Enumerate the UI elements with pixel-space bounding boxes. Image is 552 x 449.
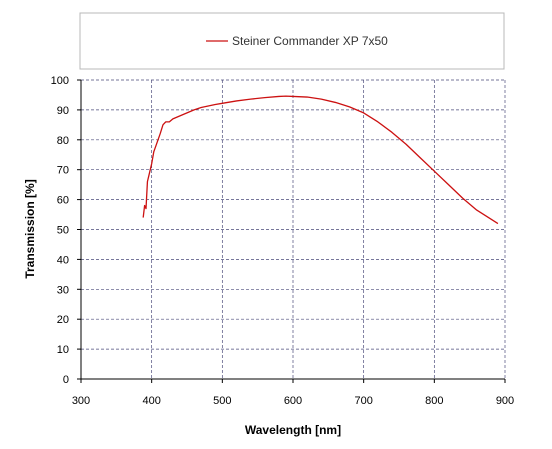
y-tick-label: 10 bbox=[57, 344, 69, 356]
y-tick-label: 20 bbox=[57, 314, 69, 326]
x-tick-label: 700 bbox=[354, 395, 372, 407]
y-tick-label: 60 bbox=[57, 195, 69, 207]
tick-labels: 0 10 20 30 40 50 60 70 80 90 100 300 400 500 600 700 800… bbox=[51, 75, 515, 407]
y-tick-label: 90 bbox=[57, 105, 69, 117]
legend-label: Steiner Commander XP 7x50 bbox=[232, 34, 388, 48]
x-tick-label: 900 bbox=[496, 395, 514, 407]
x-tick-label: 800 bbox=[425, 395, 443, 407]
x-tick-label: 500 bbox=[213, 395, 231, 407]
y-tick-label: 30 bbox=[57, 284, 69, 296]
x-axis-title: Wavelength [nm] bbox=[245, 423, 341, 437]
y-tick-label: 50 bbox=[57, 225, 69, 237]
y-tick-label: 0 bbox=[63, 374, 69, 386]
y-tick-label: 100 bbox=[51, 75, 69, 87]
series-line bbox=[142, 95, 499, 225]
axes bbox=[77, 79, 506, 383]
x-tick-label: 600 bbox=[284, 395, 302, 407]
x-tick-label: 300 bbox=[72, 395, 90, 407]
y-tick-label: 80 bbox=[57, 135, 69, 147]
series-layer bbox=[142, 95, 499, 225]
grid bbox=[81, 79, 506, 379]
y-tick-label: 70 bbox=[57, 165, 69, 177]
y-tick-label: 40 bbox=[57, 254, 69, 266]
x-tick-label: 400 bbox=[142, 395, 160, 407]
y-axis-title: Transmission [%] bbox=[23, 179, 37, 278]
legend-box bbox=[79, 12, 505, 70]
